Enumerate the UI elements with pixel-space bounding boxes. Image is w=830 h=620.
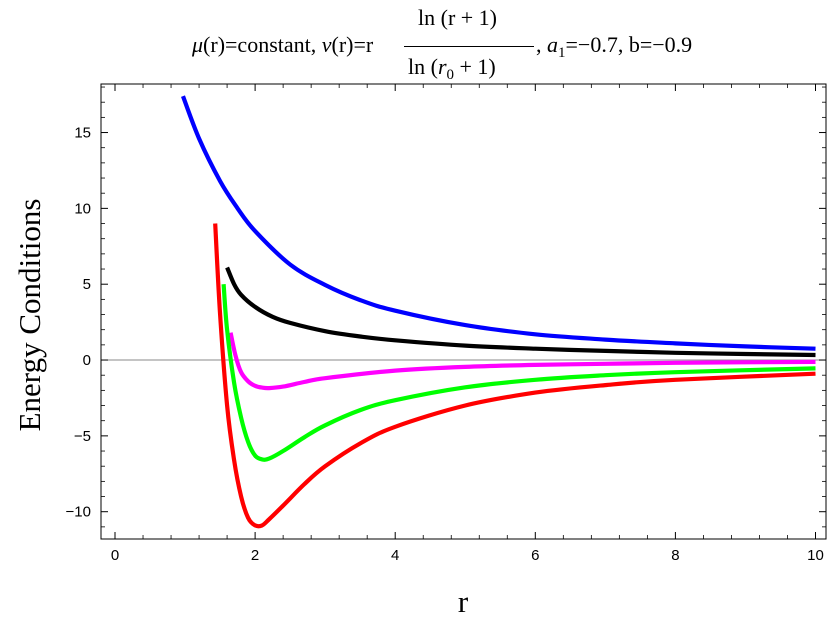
x-tick-label: 8	[671, 547, 679, 564]
y-tick-label: 5	[83, 276, 91, 293]
y-tick-label: −10	[66, 504, 91, 521]
x-axis-ticks: 0 2 4 6 8 10	[111, 84, 824, 564]
x-tick-label: 6	[531, 547, 539, 564]
title-denominator-var: r	[437, 54, 447, 79]
x-tick-label: 10	[807, 547, 824, 564]
y-tick-label: 0	[83, 352, 91, 369]
series-line-2	[225, 266, 816, 358]
title-mu-part: (r)=constant,	[203, 32, 322, 57]
series-line-1	[181, 95, 816, 351]
y-axis-title: Energy Conditions	[12, 199, 47, 432]
title-nu-part: (r)=r	[331, 32, 374, 57]
x-tick-label: 4	[391, 547, 399, 564]
title-mu-symbol: μ	[192, 32, 204, 57]
title-denominator-sub: 0	[446, 67, 455, 83]
chart-title: μ(r)=constant, ν(r)=r ln (r + 1) ln (r0 …	[0, 4, 830, 84]
title-denominator-tail: + 1)	[454, 54, 496, 79]
title-comma: ,	[536, 32, 542, 57]
title-fraction-bar	[404, 46, 534, 48]
x-axis-title: r	[458, 584, 469, 619]
plot-frame	[100, 83, 827, 540]
x-tick-label: 2	[251, 547, 259, 564]
series-curves	[181, 95, 816, 529]
series-line-4	[221, 284, 816, 462]
title-a-sub: 1	[558, 45, 566, 61]
x-tick-label: 0	[111, 547, 119, 564]
title-a-symbol: a	[547, 32, 558, 57]
title-nu-symbol: ν	[321, 32, 332, 57]
y-tick-label: 10	[74, 200, 91, 217]
title-denominator-ln: ln (	[408, 54, 438, 79]
series-line-5	[213, 223, 816, 529]
title-numerator: ln (r + 1)	[418, 5, 497, 30]
y-axis-ticks: −10 −5 0 5 10 15	[66, 86, 826, 528]
y-tick-label: 15	[74, 125, 91, 142]
series-line-3	[228, 332, 816, 391]
title-a-value: =−0.7, b=−0.9	[565, 32, 693, 57]
y-tick-label: −5	[74, 428, 91, 445]
